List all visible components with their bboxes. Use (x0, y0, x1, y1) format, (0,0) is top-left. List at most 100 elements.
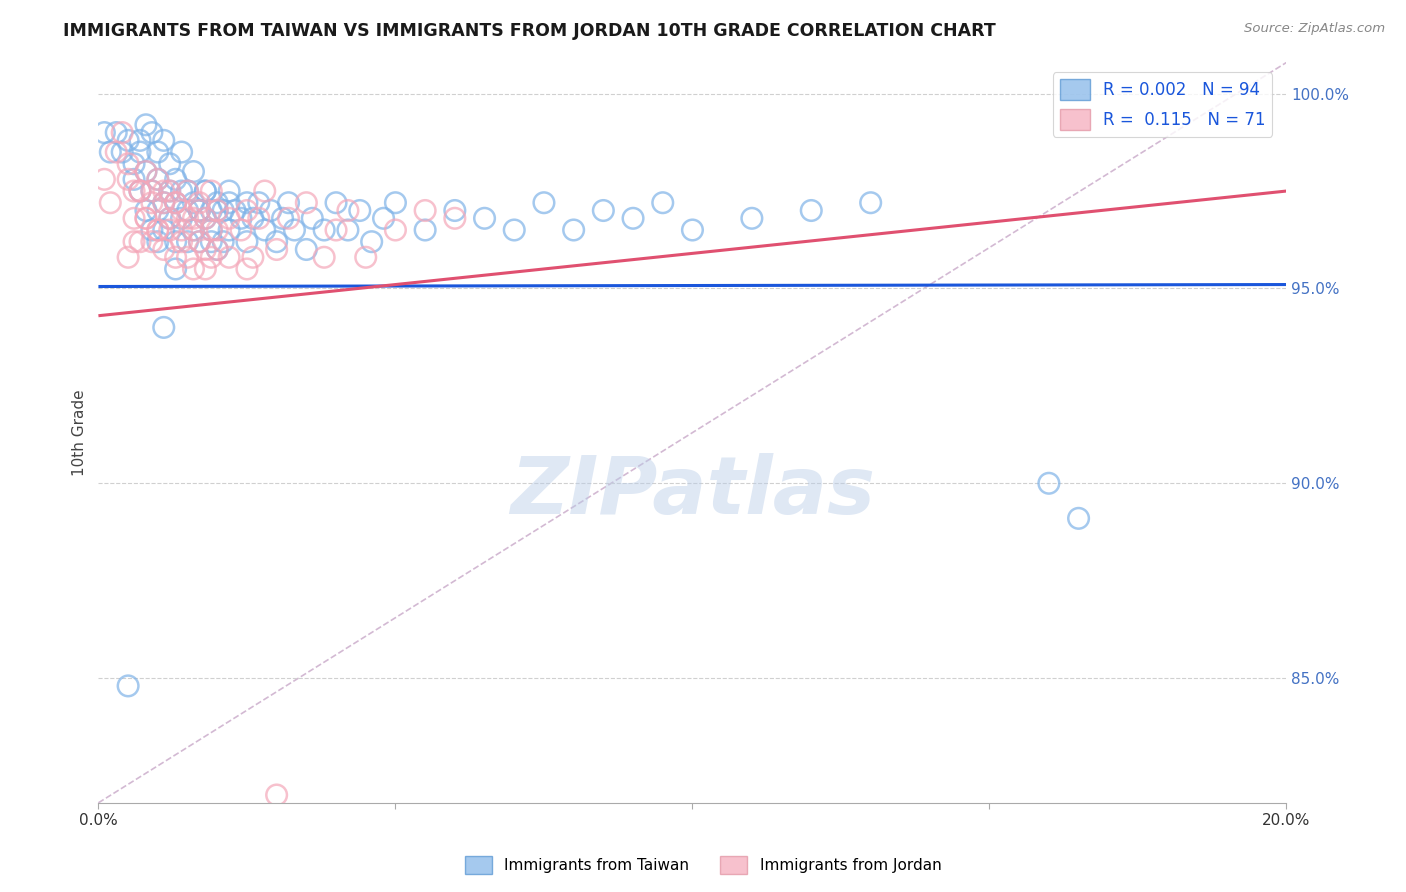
Point (283, 223, 305, 237)
Point (651, 195, 673, 210)
Point (165, 195, 187, 210)
Point (146, 145, 169, 159)
Point (325, 223, 347, 237)
Point (336, 203, 359, 218)
Point (592, 203, 614, 218)
Point (141, 235, 163, 249)
Point (384, 195, 406, 210)
Point (170, 211, 193, 226)
Point (165, 250, 187, 264)
Point (194, 184, 217, 198)
Point (152, 184, 174, 198)
Point (105, 145, 128, 159)
Point (105, 126, 128, 140)
Point (176, 184, 198, 198)
Point (135, 164, 157, 178)
Point (474, 211, 496, 226)
Point (170, 145, 193, 159)
Point (111, 126, 134, 140)
Point (98, 195, 121, 210)
Point (176, 235, 198, 249)
Point (159, 184, 181, 198)
Point (413, 203, 436, 218)
Point (188, 203, 211, 218)
Point (253, 223, 276, 237)
Point (336, 223, 359, 237)
Legend: R = 0.002   N = 94, R =  0.115   N = 71: R = 0.002 N = 94, R = 0.115 N = 71 (1053, 72, 1272, 136)
Point (207, 203, 229, 218)
Point (176, 184, 198, 198)
Point (200, 250, 222, 264)
Point (165, 195, 187, 210)
Point (207, 223, 229, 237)
Point (1038, 476, 1060, 491)
Point (117, 172, 139, 186)
Point (266, 243, 288, 257)
Point (247, 211, 270, 226)
Point (129, 145, 152, 159)
Point (236, 203, 259, 218)
Point (224, 203, 246, 218)
Point (170, 223, 193, 237)
Legend: Immigrants from Taiwan, Immigrants from Jordan: Immigrants from Taiwan, Immigrants from … (458, 850, 948, 880)
Point (146, 172, 169, 186)
Point (194, 243, 217, 257)
Point (165, 235, 187, 249)
Point (122, 184, 145, 198)
Point (117, 679, 139, 693)
Point (253, 184, 276, 198)
Point (242, 250, 264, 264)
Point (413, 223, 436, 237)
Point (188, 235, 211, 249)
Point (200, 235, 222, 249)
Point (194, 211, 217, 226)
Point (562, 223, 585, 237)
Point (236, 262, 259, 277)
Point (188, 235, 211, 249)
Point (170, 235, 193, 249)
Point (135, 118, 157, 132)
Point (188, 203, 211, 218)
Point (229, 223, 252, 237)
Point (111, 145, 134, 159)
Point (183, 195, 205, 210)
Point (146, 235, 169, 249)
Point (152, 223, 174, 237)
Text: IMMIGRANTS FROM TAIWAN VS IMMIGRANTS FROM JORDAN 10TH GRADE CORRELATION CHART: IMMIGRANTS FROM TAIWAN VS IMMIGRANTS FRO… (63, 22, 995, 40)
Point (170, 184, 193, 198)
Point (314, 250, 336, 264)
Point (354, 250, 377, 264)
Point (122, 235, 145, 249)
Point (443, 211, 465, 226)
Point (117, 157, 139, 171)
Point (176, 211, 198, 226)
Point (129, 184, 152, 198)
Point (135, 203, 157, 218)
Point (200, 203, 222, 218)
Point (159, 211, 181, 226)
Point (271, 211, 294, 226)
Point (325, 195, 347, 210)
Point (301, 211, 323, 226)
Point (360, 235, 382, 249)
Point (183, 211, 205, 226)
Point (141, 126, 163, 140)
Point (503, 223, 526, 237)
Point (200, 223, 222, 237)
Point (194, 262, 217, 277)
Point (682, 223, 704, 237)
Point (146, 172, 169, 186)
Point (152, 243, 174, 257)
Point (176, 203, 198, 218)
Point (117, 133, 139, 147)
Point (207, 243, 229, 257)
Point (122, 172, 145, 186)
Point (93, 172, 115, 186)
Point (266, 788, 288, 802)
Point (1067, 511, 1090, 525)
Point (277, 195, 299, 210)
Point (165, 172, 187, 186)
Point (152, 320, 174, 334)
Point (800, 203, 823, 218)
Point (207, 243, 229, 257)
